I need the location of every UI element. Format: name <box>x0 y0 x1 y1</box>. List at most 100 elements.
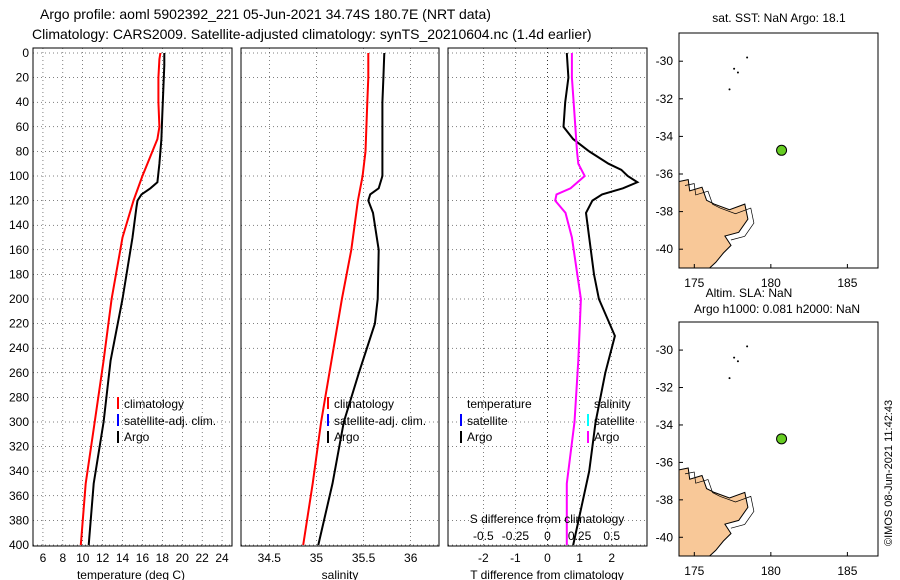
legend-argo-label: Argo <box>334 430 360 444</box>
series-line-climatology <box>79 52 162 546</box>
island <box>728 377 731 380</box>
temperature-tick-labels: 6 8 10 12 14 16 18 20 22 24 <box>40 551 229 565</box>
depth-tick-label: 40 <box>16 95 30 109</box>
x-tick-label: 0 <box>544 551 551 565</box>
x-tick-label: -1 <box>510 551 521 565</box>
legend-temperature-title: temperature <box>467 397 532 411</box>
salinity-axes-box <box>240 47 440 547</box>
s-diff-tick-label: 0 <box>544 529 551 543</box>
x-tick-label: 34.5 <box>258 551 282 565</box>
difference-grid <box>448 48 647 546</box>
island <box>746 345 749 348</box>
land-polygon <box>678 179 749 269</box>
depth-tick-label: 200 <box>9 292 29 306</box>
s-diff-tick-label: -0.5 <box>473 529 494 543</box>
legend-satellite-label: satellite-adj. clim. <box>334 414 426 428</box>
s-diff-tick-label: 0.25 <box>568 529 592 543</box>
map-y-tick-label: -34 <box>656 129 674 143</box>
sla-map-axes <box>678 321 879 557</box>
s-diff-tick-label: -0.25 <box>502 529 530 543</box>
depth-tick-label: 0 <box>22 46 29 60</box>
depth-tick-label: 160 <box>9 243 29 257</box>
temperature-xlabel: temperature (deg C) <box>77 568 185 580</box>
map-y-tick-label: -40 <box>656 242 674 256</box>
difference-tick-labels: -2 -1 0 1 2 <box>478 551 615 565</box>
difference-lines <box>554 52 640 546</box>
imos-watermark: ©IMOS 08-Jun-2021 11:42:43 <box>883 400 895 546</box>
land-polygon <box>678 467 749 557</box>
salinity-difference-tick-labels: -0.5 -0.25 0 0.25 0.5 <box>473 529 620 543</box>
depth-tick-label: 140 <box>9 218 29 232</box>
map-y-tick-label: -38 <box>656 205 674 219</box>
x-tick-label: 36 <box>404 551 418 565</box>
depth-tick-label: 260 <box>9 366 29 380</box>
temperature-axes-box <box>32 47 233 547</box>
legend-argo-label: Argo <box>124 430 150 444</box>
bathymetry-contour <box>684 471 755 529</box>
title-line2: Climatology: CARS2009. Satellite-adjuste… <box>32 26 592 42</box>
map-y-tick-label: -36 <box>656 455 674 469</box>
bathymetry-contour <box>684 183 755 241</box>
legend-temp-satellite-label: satellite <box>467 414 508 428</box>
island <box>736 360 739 363</box>
depth-tick-label: 100 <box>9 169 29 183</box>
depth-tick-label: 380 <box>9 513 29 527</box>
depth-tick-label: 240 <box>9 341 29 355</box>
map-y-tick-label: -36 <box>656 167 674 181</box>
legend-sal-argo-label: Argo <box>594 430 620 444</box>
map-x-tick-label: 185 <box>837 564 857 578</box>
x-tick-label: 35.5 <box>352 551 376 565</box>
x-tick-label: 16 <box>136 551 150 565</box>
island <box>728 88 731 91</box>
map-x-tick-label: 175 <box>684 276 704 290</box>
map-y-tick-label: -34 <box>656 418 674 432</box>
salinity-legend: climatology satellite-adj. clim. Argo <box>327 397 426 444</box>
legend-sal-satellite-label: satellite <box>594 414 635 428</box>
depth-tick-label: 220 <box>9 317 29 331</box>
island <box>746 56 749 59</box>
x-tick-label: 2 <box>608 551 615 565</box>
temperature-legend: climatology satellite-adj. clim. Argo <box>117 397 216 444</box>
x-tick-label: 20 <box>176 551 190 565</box>
salinity-lines <box>302 52 386 546</box>
new-zealand-land <box>678 345 755 557</box>
map-y-tick-label: -40 <box>656 530 674 544</box>
map-y-tick-label: -30 <box>656 343 674 357</box>
map-x-tick-label: 180 <box>761 564 781 578</box>
map-y-tick-label: -32 <box>656 92 674 106</box>
sla-map-ticks: 175 180 185 -30 -32 -34 -36 -38 -40 <box>656 343 858 578</box>
new-zealand-land <box>678 56 755 269</box>
x-tick-label: 24 <box>215 551 229 565</box>
depth-tick-labels: 0 20 40 60 80 100 120 140 160 180 200 220 240 260 280 3… <box>9 46 29 552</box>
s-diff-tick-label: 0.5 <box>603 529 620 543</box>
series-line-t-argo <box>562 52 640 546</box>
depth-tick-label: 400 <box>9 538 29 552</box>
difference-legend: temperature satellite Argo salinity sate… <box>460 397 635 444</box>
depth-tick-label: 300 <box>9 415 29 429</box>
series-line-s-argo <box>554 53 586 545</box>
depth-tick-label: 280 <box>9 390 29 404</box>
depth-tick-label: 180 <box>9 267 29 281</box>
map-y-tick-label: -30 <box>656 54 674 68</box>
legend-satellite-label: satellite-adj. clim. <box>124 414 216 428</box>
map-x-tick-label: 175 <box>684 564 704 578</box>
series-line-argo <box>87 53 166 546</box>
sla-map: Altim. SLA: NaN Argo h1000: 0.081 h2000:… <box>656 286 879 578</box>
difference-panel: -2 -1 0 1 2 -0.5 -0.25 0 0.25 0.5 temperature sa… <box>447 47 648 580</box>
island <box>736 71 739 74</box>
salinity-tick-labels: 34.5 35 35.5 36 <box>258 551 418 565</box>
map-y-tick-label: -38 <box>656 493 674 507</box>
argo-location-marker <box>776 433 788 445</box>
depth-tick-label: 80 <box>16 144 30 158</box>
depth-tick-label: 360 <box>9 489 29 503</box>
difference-xlabel: T difference from climatology <box>470 568 624 580</box>
temperature-lines <box>79 52 166 546</box>
sla-map-title-line1: Altim. SLA: NaN <box>706 286 793 300</box>
salinity-xlabel: salinity <box>322 568 359 580</box>
x-tick-label: 18 <box>156 551 170 565</box>
x-tick-label: 14 <box>116 551 130 565</box>
x-tick-label: 8 <box>60 551 67 565</box>
island <box>733 67 736 70</box>
legend-temp-argo-label: Argo <box>467 430 493 444</box>
